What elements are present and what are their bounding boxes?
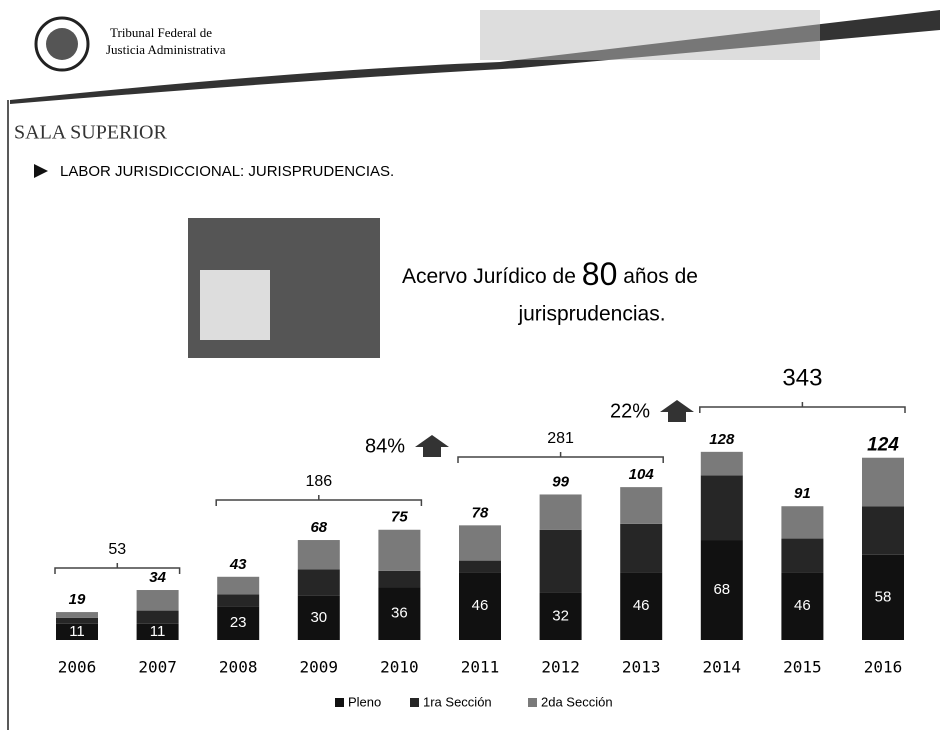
segment-label: 30: [310, 609, 327, 626]
x-tick-label: 2013: [622, 658, 661, 677]
total-label: 128: [709, 431, 735, 448]
bracket: [699, 402, 906, 413]
bar-segment: [217, 594, 260, 607]
bar-segment: [862, 457, 904, 507]
legend-swatch: [528, 698, 537, 707]
segment-label: 58: [875, 588, 892, 605]
bar-segment: [700, 451, 743, 476]
bar-segment: [539, 494, 582, 530]
headline-text: años de: [623, 265, 698, 288]
bar-segment: [297, 595, 340, 640]
total-label: 19: [69, 591, 86, 608]
bar-segment: [56, 617, 98, 624]
bar-segment: [217, 576, 260, 595]
segment-label: 36: [391, 605, 408, 622]
growth-label: 22%: [610, 400, 650, 422]
segment-label: 46: [633, 597, 650, 614]
bar-segment: [136, 590, 179, 611]
bar-segment: [136, 610, 179, 624]
bar-segment: [378, 570, 421, 588]
header-line: Tribunal Federal de: [110, 25, 212, 40]
header-stripe: [10, 10, 940, 104]
headline-text: Acervo Jurídico de: [402, 265, 576, 288]
x-tick-label: 2007: [138, 658, 177, 677]
total-label: 91: [794, 485, 811, 502]
bar-segment: [459, 560, 501, 573]
bar-segment: [620, 523, 663, 573]
growth-arrow: [660, 400, 694, 422]
bar-segment: [781, 572, 824, 640]
x-tick-label: 2009: [300, 658, 339, 677]
header-line: Justicia Administrativa: [106, 42, 226, 57]
bar-segment: [781, 538, 824, 573]
logo-center: [46, 28, 78, 60]
segment-label: 46: [472, 597, 489, 614]
bracket: [215, 495, 423, 506]
bar-segment: [539, 592, 582, 640]
bar-segment: [459, 572, 501, 640]
x-tick-label: 2006: [58, 658, 97, 677]
section-title: SALA SUPERIOR: [14, 122, 167, 144]
total-label: 78: [472, 504, 489, 521]
x-tick-label: 2016: [864, 658, 903, 677]
segment-label: 11: [150, 623, 166, 640]
total-label: 68: [310, 519, 327, 536]
headline-text: jurisprudencias.: [517, 303, 665, 326]
bar-segment: [378, 587, 421, 640]
bar-segment: [136, 623, 179, 640]
x-tick-label: 2015: [783, 658, 822, 677]
bracket: [457, 452, 664, 463]
total-label: 43: [229, 556, 247, 573]
x-tick-label: 2012: [541, 658, 580, 677]
growth-arrow: [415, 435, 449, 457]
subtitle: LABOR JURISDICCIONAL: JURISPRUDENCIAS.: [60, 163, 394, 180]
bullet: [34, 164, 48, 178]
total-label: 99: [552, 473, 569, 490]
legend-swatch: [410, 698, 419, 707]
bar-segment: [700, 540, 743, 640]
total-label: 124: [867, 435, 899, 456]
legend-swatch: [335, 698, 344, 707]
bar-segment: [297, 540, 340, 570]
bar-segment: [620, 487, 663, 524]
headline: Acervo Jurídico de 80 años de: [402, 256, 698, 292]
bracket-label: 186: [305, 473, 332, 490]
bar-segment: [539, 529, 582, 593]
segment-label: 68: [713, 581, 730, 598]
x-tick-label: 2014: [703, 658, 742, 677]
segment-label: 11: [69, 623, 85, 640]
segment-label: 23: [230, 614, 247, 631]
total-label: 34: [149, 569, 166, 586]
bar-segment: [459, 525, 501, 561]
bar-segment: [620, 572, 663, 640]
header-texture: [480, 10, 820, 60]
legend-label: 2da Sección: [541, 694, 613, 709]
total-label: 104: [629, 466, 655, 483]
bracket-label: 343: [782, 364, 822, 391]
bar-segment: [297, 569, 340, 596]
photo-figure: [200, 270, 270, 340]
bar-segment: [56, 612, 98, 618]
bar-segment: [56, 623, 98, 640]
segment-label: 46: [794, 597, 811, 614]
bar-segment: [862, 554, 904, 640]
bar-segment: [700, 475, 743, 541]
legend-label: Pleno: [348, 694, 381, 709]
bracket-label: 53: [108, 541, 126, 558]
growth-label: 84%: [365, 435, 405, 457]
bar-segment: [217, 606, 260, 640]
x-tick-label: 2010: [380, 658, 419, 677]
headline-number: 80: [582, 256, 618, 292]
x-tick-label: 2008: [219, 658, 258, 677]
bracket-label: 281: [547, 430, 574, 447]
bar-segment: [781, 506, 824, 539]
legend-label: 1ra Sección: [423, 694, 492, 709]
total-label: 75: [391, 509, 408, 526]
segment-label: 32: [552, 607, 569, 624]
bar-segment: [862, 506, 904, 555]
x-tick-label: 2011: [461, 658, 500, 677]
bar-segment: [378, 529, 421, 571]
bracket: [54, 563, 181, 574]
